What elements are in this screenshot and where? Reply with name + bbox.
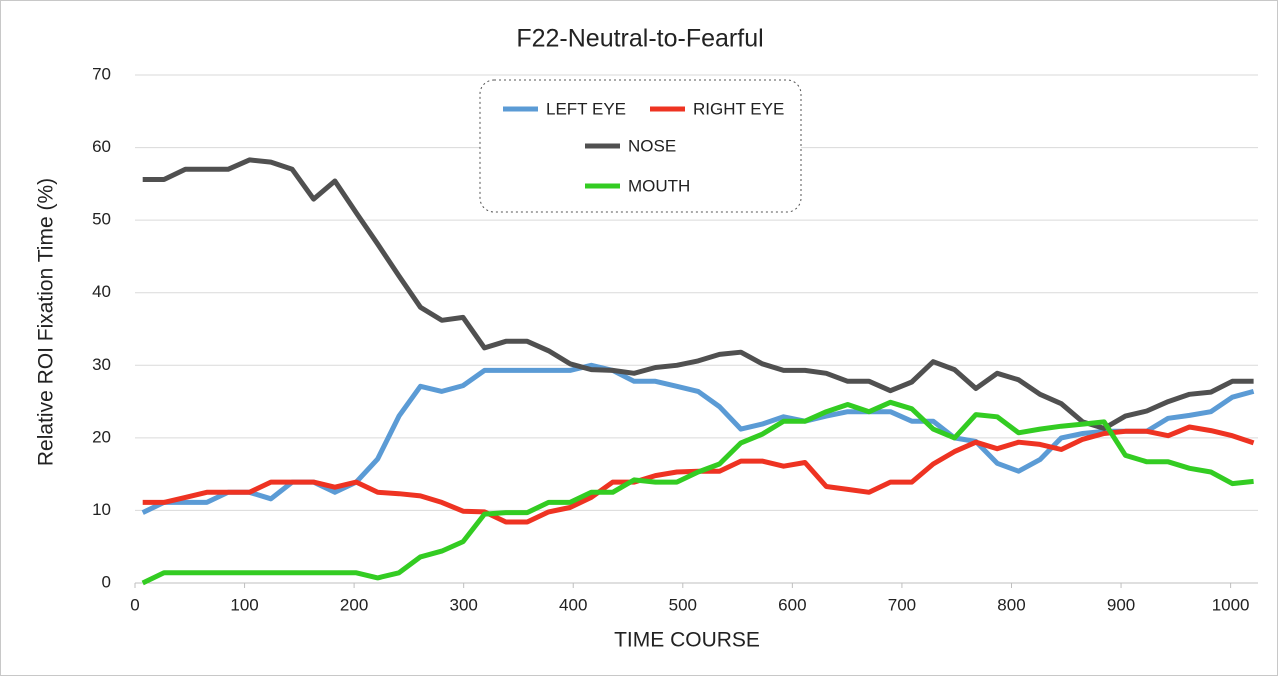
y-tick-label: 30 [92,355,111,374]
y-tick-label: 50 [92,210,111,229]
y-axis-label: Relative ROI Fixation Time (%) [35,178,58,466]
legend-label: NOSE [628,136,676,155]
x-tick-label: 800 [997,595,1025,614]
x-tick-label: 200 [340,595,368,614]
x-tick-label: 900 [1107,595,1135,614]
x-axis-label: TIME COURSE [614,629,760,652]
y-tick-label: 70 [92,64,111,83]
y-tick-label: 0 [102,572,111,591]
chart-title: F22-Neutral-to-Fearful [516,25,763,53]
y-tick-label: 40 [92,282,111,301]
series-line [142,157,1254,431]
series-line [141,362,1255,515]
x-tick-label: 600 [778,595,806,614]
legend-label: LEFT EYE [546,99,626,118]
x-tick-label: 0 [130,595,139,614]
legend-label: RIGHT EYE [693,99,784,118]
x-tick-label: 700 [888,595,916,614]
series-line [141,399,1254,586]
legend: LEFT EYE RIGHT EYE NOSE MOUTH [479,79,802,213]
y-tick-label: 10 [92,500,111,519]
x-tick-label: 300 [449,595,477,614]
x-tick-label: 100 [230,595,258,614]
y-tick-label: 20 [92,427,111,446]
x-tick-label: 400 [559,595,587,614]
legend-box [479,79,802,213]
y-tick-label: 60 [92,137,111,156]
x-tick-label: 500 [669,595,697,614]
legend-label: MOUTH [628,176,690,195]
x-tick-label: 1000 [1212,595,1250,614]
